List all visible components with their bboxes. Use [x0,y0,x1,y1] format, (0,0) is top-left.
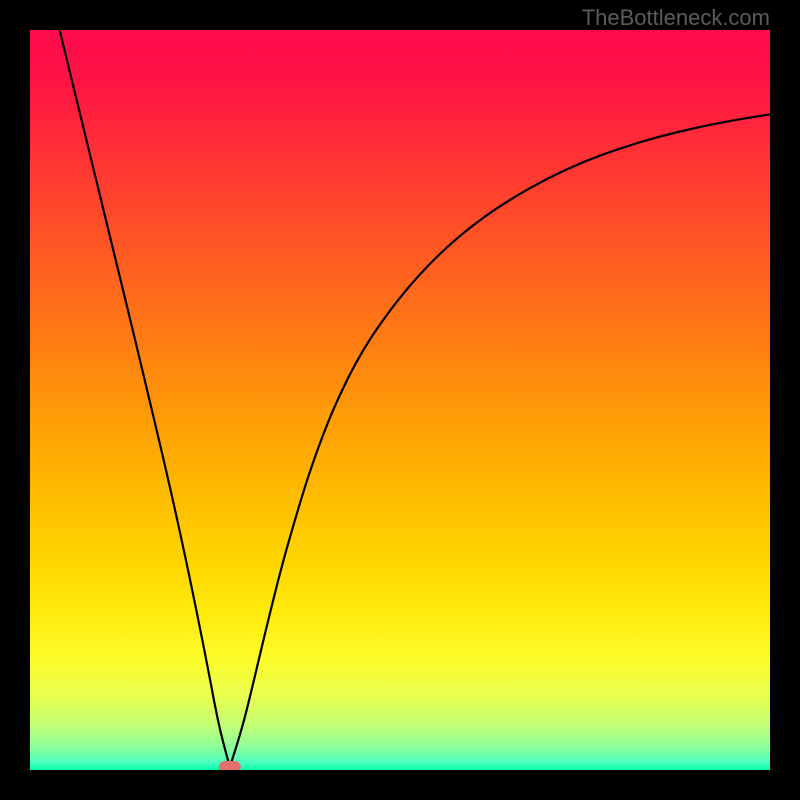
chart-container: { "canvas": { "width": 800, "height": 80… [0,0,800,800]
curve-right-branch [230,114,770,767]
plot-area [30,30,770,770]
minimum-marker [219,761,241,770]
watermark-text: TheBottleneck.com [582,5,770,31]
bottleneck-curve-svg [30,30,770,770]
curve-left-branch [60,30,230,767]
